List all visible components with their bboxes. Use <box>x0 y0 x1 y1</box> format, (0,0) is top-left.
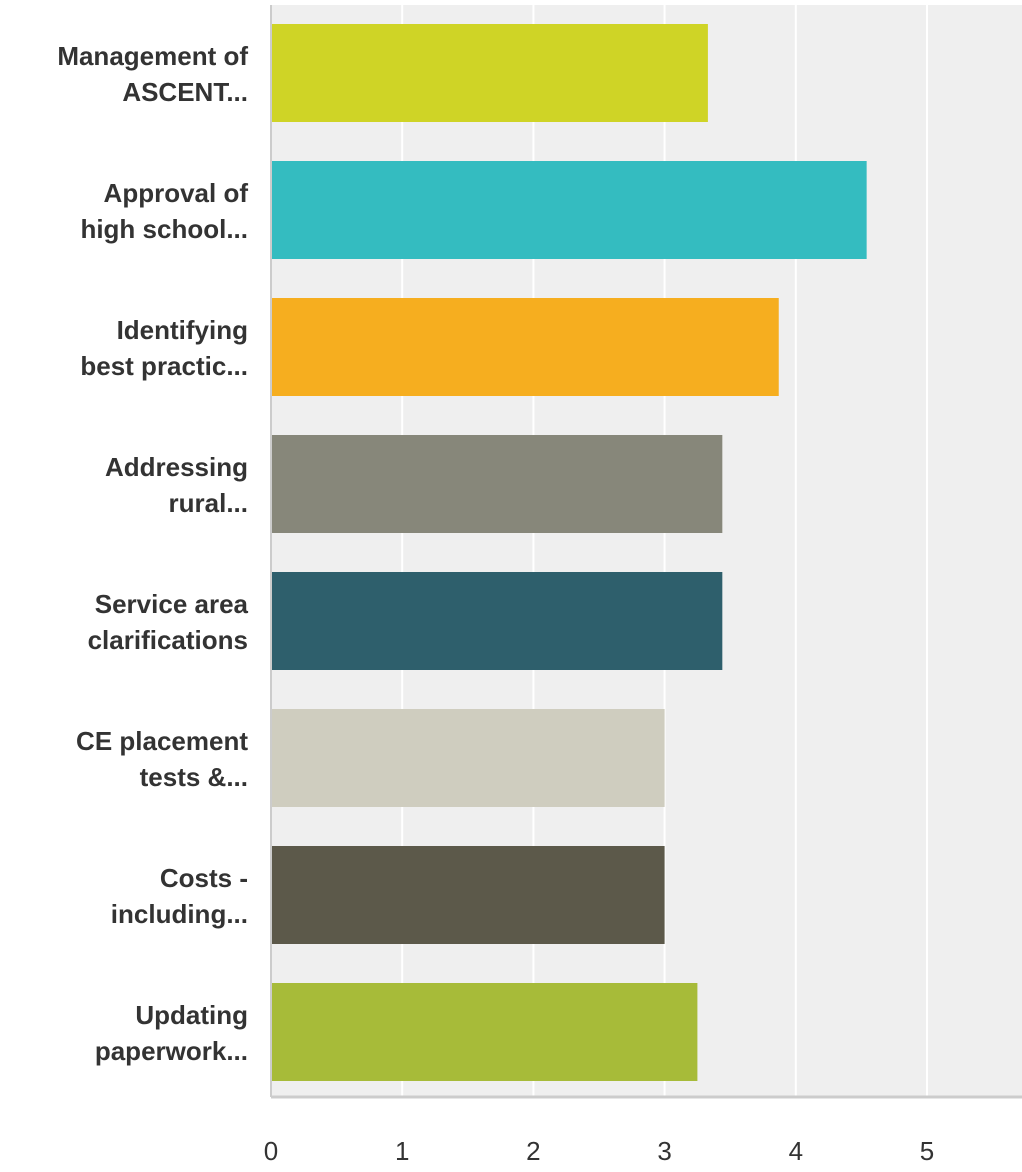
bar <box>271 983 698 1081</box>
category-label-line: rural... <box>169 488 248 518</box>
category-label: Addressing rural... <box>105 452 248 518</box>
category-label: Updating paperwork... <box>95 1000 248 1066</box>
category-label-line: Management of <box>57 41 248 71</box>
bar <box>271 24 708 122</box>
x-tick-labels: 0 1 2 3 4 5 <box>264 1136 934 1166</box>
category-label: Management of ASCENT... <box>57 41 248 107</box>
category-label-line: clarifications <box>88 625 248 655</box>
bar <box>271 846 665 944</box>
category-label-line: Updating <box>135 1000 248 1030</box>
category-label-line: Service area <box>95 589 249 619</box>
x-tick-label: 3 <box>657 1136 671 1166</box>
category-label-line: high school... <box>80 214 248 244</box>
bar <box>271 298 779 396</box>
bar <box>271 709 665 807</box>
category-label: Costs - including... <box>111 863 248 929</box>
x-tick-label: 0 <box>264 1136 278 1166</box>
bar <box>271 572 723 670</box>
category-label: Service area clarifications <box>88 589 249 655</box>
category-label-line: ASCENT... <box>122 77 248 107</box>
bar <box>271 435 723 533</box>
category-label-line: Identifying <box>117 315 248 345</box>
category-label: CE placement tests &... <box>76 726 248 792</box>
x-tick-label: 5 <box>920 1136 934 1166</box>
category-labels: Management of ASCENT... Approval of high sc… <box>57 41 248 1066</box>
x-tick-label: 1 <box>395 1136 409 1166</box>
category-label-line: Addressing <box>105 452 248 482</box>
category-label: Approval of high school... <box>80 178 248 244</box>
category-label-line: best practic... <box>80 351 248 381</box>
bar <box>271 161 867 259</box>
x-tick-label: 4 <box>789 1136 803 1166</box>
category-label-line: Costs - <box>160 863 248 893</box>
category-label-line: tests &... <box>140 762 248 792</box>
category-label-line: Approval of <box>104 178 249 208</box>
category-label-line: CE placement <box>76 726 248 756</box>
category-label: Identifying best practic... <box>80 315 248 381</box>
x-tick-label: 2 <box>526 1136 540 1166</box>
bars <box>271 24 867 1081</box>
category-label-line: paperwork... <box>95 1036 248 1066</box>
category-label-line: including... <box>111 899 248 929</box>
